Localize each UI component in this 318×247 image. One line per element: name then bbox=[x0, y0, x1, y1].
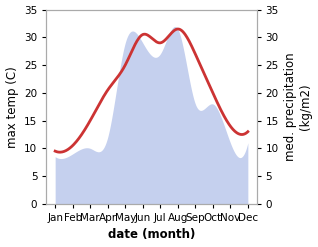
Y-axis label: med. precipitation
(kg/m2): med. precipitation (kg/m2) bbox=[284, 52, 313, 161]
Y-axis label: max temp (C): max temp (C) bbox=[5, 66, 18, 148]
X-axis label: date (month): date (month) bbox=[108, 228, 195, 242]
